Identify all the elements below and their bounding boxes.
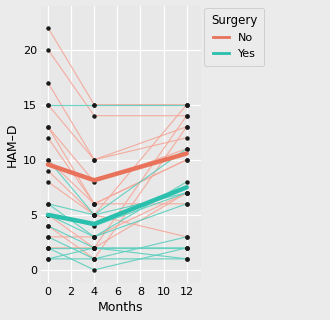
X-axis label: Months: Months <box>98 301 144 315</box>
Legend: No, Yes: No, Yes <box>204 8 264 66</box>
Y-axis label: HAM–D: HAM–D <box>6 122 18 167</box>
